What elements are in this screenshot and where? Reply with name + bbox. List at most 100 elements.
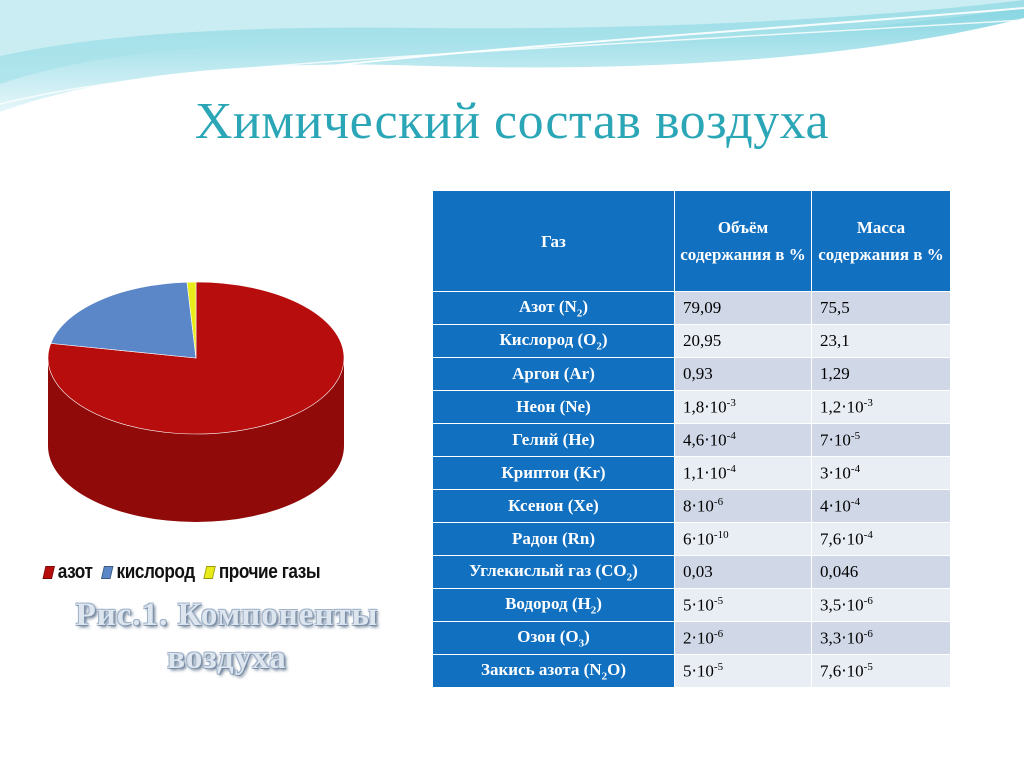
mass-cell: 7⋅10-5	[811, 423, 951, 457]
mass-cell: 7,6⋅10-4	[811, 522, 951, 556]
gas-composition-table: Газ Объём содержания в % Масса содержани…	[432, 190, 951, 688]
legend-label-nitrogen: азот	[57, 561, 93, 583]
gas-name: Углекислый газ (CO	[469, 560, 627, 580]
volume-value: 5⋅10	[683, 595, 714, 615]
mass-value: 1,2⋅10	[820, 397, 864, 417]
mass-value: 7,6⋅10	[820, 529, 864, 549]
volume-value: 0,93	[683, 364, 713, 383]
pie-slice-прочие газы	[186, 281, 197, 359]
volume-value: 1,1⋅10	[683, 463, 727, 483]
mass-exponent: -6	[863, 627, 873, 640]
legend-item-oxygen: кислород	[101, 561, 196, 584]
gas-subscript: 2	[601, 670, 608, 683]
legend-item-other: прочие газы	[203, 561, 321, 584]
gas-name-cell: Озон (O3)	[432, 621, 675, 655]
table-row: Аргон (Ar) 0,93 1,29	[432, 357, 951, 391]
volume-cell: 1,1⋅10-4	[674, 456, 812, 490]
legend-label-other: прочие газы	[218, 561, 321, 583]
gas-name-end: O)	[607, 659, 626, 679]
gas-name-cell: Закись азота (N2O)	[432, 654, 675, 688]
gas-name-cell: Углекислый газ (CO2)	[432, 555, 675, 589]
volume-cell: 4,6⋅10-4	[674, 423, 812, 457]
mass-value: 75,5	[820, 298, 850, 317]
volume-exponent: -5	[713, 594, 724, 607]
gas-name-cell: Водород (H2)	[432, 588, 675, 622]
volume-exponent: -3	[726, 396, 736, 409]
mass-value: 1,29	[820, 364, 850, 383]
mass-value: 7⋅10	[820, 430, 851, 450]
volume-value: 8⋅10	[683, 496, 714, 516]
figure-caption: Рис.1. Компоненты воздуха	[75, 597, 379, 676]
volume-cell: 5⋅10-5	[674, 654, 812, 688]
table-row: Радон (Rn) 6⋅10-10 7,6⋅10-4	[432, 522, 951, 556]
table-row: Криптон (Kr) 1,1⋅10-4 3⋅10-4	[432, 456, 951, 490]
gas-name: Ксенон (Xe)	[508, 496, 599, 515]
mass-cell: 0,046	[811, 555, 951, 589]
volume-cell: 79,09	[674, 291, 812, 325]
volume-exponent: -6	[713, 495, 724, 508]
gas-subscript: 2	[576, 307, 583, 320]
gas-name-cell: Неон (Ne)	[432, 390, 675, 424]
gas-name-end: )	[584, 626, 590, 646]
gas-subscript: 2	[590, 604, 597, 617]
gas-name: Азот (N	[519, 296, 577, 316]
mass-cell: 3,3⋅10-6	[811, 621, 951, 655]
gas-name-end: )	[596, 593, 602, 613]
legend-label-oxygen: кислород	[116, 561, 196, 583]
mass-cell: 1,2⋅10-3	[811, 390, 951, 424]
gas-name-cell: Ксенон (Xe)	[432, 489, 675, 523]
volume-value: 79,09	[683, 298, 722, 317]
volume-value: 6⋅10	[683, 529, 714, 549]
pie-side-0	[48, 358, 344, 522]
mass-value: 7,6⋅10	[820, 661, 864, 681]
mass-cell: 75,5	[811, 291, 951, 325]
mass-cell: 23,1	[811, 324, 951, 358]
gas-subscript: 2	[626, 571, 633, 584]
volume-value: 0,03	[683, 562, 713, 581]
mass-exponent: -6	[863, 594, 873, 607]
volume-cell: 0,03	[674, 555, 812, 589]
pie-chart	[47, 281, 345, 522]
gas-name-cell: Аргон (Ar)	[432, 357, 675, 391]
mass-exponent: -3	[863, 396, 873, 409]
header-volume: Объём содержания в %	[674, 190, 812, 292]
volume-value: 2⋅10	[683, 628, 714, 648]
gas-name: Аргон (Ar)	[512, 364, 595, 383]
mass-exponent: -4	[850, 462, 861, 475]
mass-value: 3,3⋅10	[820, 628, 864, 648]
legend-swatch-other	[203, 566, 217, 579]
volume-exponent: -4	[726, 462, 736, 475]
table-row: Ксенон (Xe) 8⋅10-6 4⋅10-4	[432, 489, 951, 523]
legend-item-nitrogen: азот	[42, 561, 93, 584]
volume-value: 5⋅10	[683, 661, 714, 681]
gas-name-cell: Кислород (O2)	[432, 324, 675, 358]
gas-subscript: 2	[596, 340, 602, 353]
mass-value: 3⋅10	[820, 463, 851, 483]
table-row: Азот (N2) 79,09 75,5	[432, 291, 951, 325]
table-row: Водород (H2) 5⋅10-5 3,5⋅10-6	[432, 588, 951, 622]
mass-value: 0,046	[820, 562, 859, 581]
volume-value: 1,8⋅10	[683, 397, 727, 417]
volume-cell: 1,8⋅10-3	[674, 390, 812, 424]
gas-name-cell: Азот (N2)	[432, 291, 675, 325]
mass-cell: 4⋅10-4	[811, 489, 951, 523]
mass-cell: 3,5⋅10-6	[811, 588, 951, 622]
mass-cell: 1,29	[811, 357, 951, 391]
mass-exponent: -5	[863, 660, 873, 673]
gas-name: Кислород (O	[499, 329, 597, 349]
gas-name: Водород (H	[505, 593, 591, 613]
gas-subscript: 3	[578, 637, 585, 650]
gas-name-cell: Радон (Rn)	[432, 522, 675, 556]
header-gas: Газ	[432, 190, 675, 292]
mass-value: 3,5⋅10	[820, 595, 864, 615]
gas-name: Неон (Ne)	[516, 397, 591, 416]
gas-name: Закись азота (N	[481, 659, 602, 679]
gas-name-cell: Криптон (Kr)	[432, 456, 675, 490]
volume-cell: 5⋅10-5	[674, 588, 812, 622]
table-row: Закись азота (N2O) 5⋅10-5 7,6⋅10-5	[432, 654, 951, 688]
chart-legend: азот кислород прочие газы	[42, 561, 330, 584]
gas-name-end: )	[582, 296, 588, 316]
table-row: Озон (O3) 2⋅10 -6 3,3⋅10-6	[432, 621, 951, 655]
gas-name: Криптон (Kr)	[501, 463, 606, 482]
header-mass: Масса содержания в %	[811, 190, 951, 292]
